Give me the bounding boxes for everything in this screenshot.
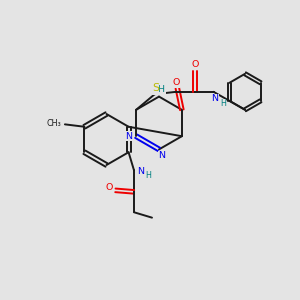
- Text: O: O: [172, 78, 180, 87]
- Text: N: N: [125, 132, 132, 141]
- Text: S: S: [152, 83, 159, 93]
- Text: H: H: [146, 171, 151, 180]
- Text: O: O: [105, 183, 112, 192]
- Text: CH₃: CH₃: [46, 118, 61, 128]
- Text: N: N: [158, 152, 165, 160]
- Text: N: N: [212, 94, 218, 103]
- Text: N: N: [137, 167, 144, 176]
- Text: O: O: [191, 60, 199, 69]
- Text: NH: NH: [152, 85, 165, 94]
- Text: H: H: [220, 99, 226, 108]
